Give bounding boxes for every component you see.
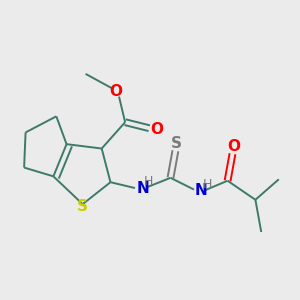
Text: O: O: [109, 84, 122, 99]
Text: O: O: [150, 122, 163, 137]
Text: H: H: [203, 178, 212, 191]
Text: H: H: [144, 176, 154, 188]
Text: N: N: [136, 181, 149, 196]
Text: N: N: [195, 184, 208, 199]
Text: S: S: [77, 199, 88, 214]
Text: S: S: [171, 136, 182, 151]
Text: O: O: [227, 139, 240, 154]
